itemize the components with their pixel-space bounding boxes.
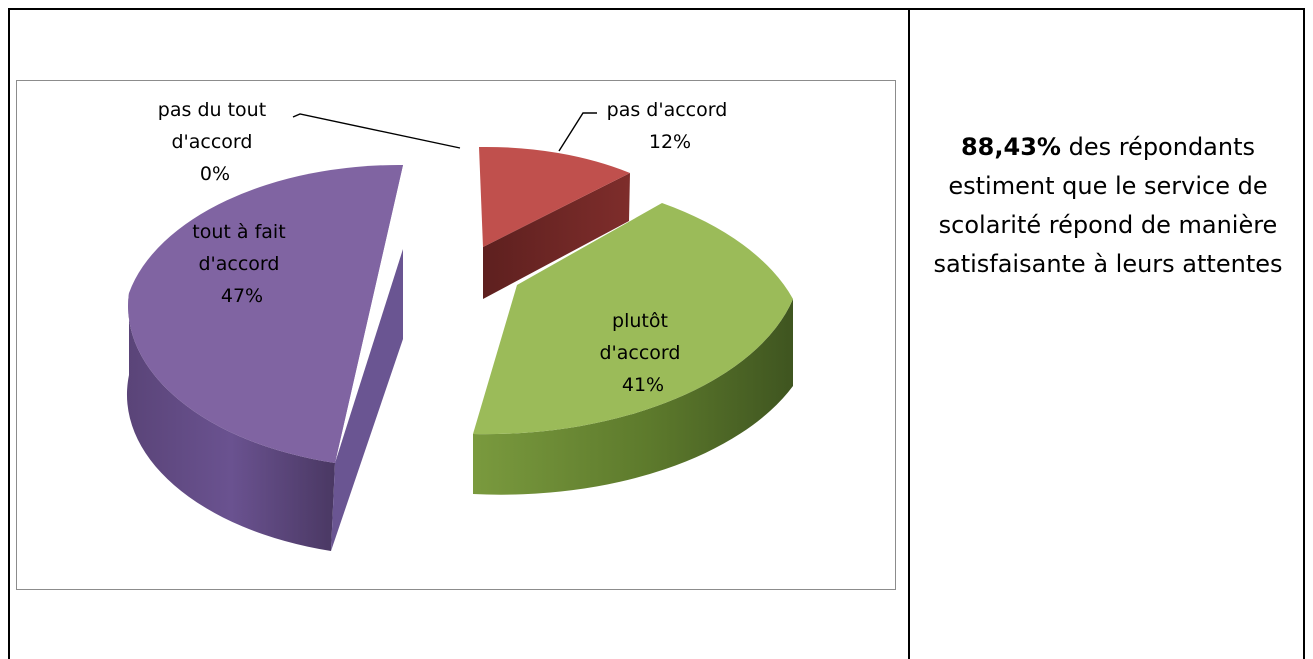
leader-line-pas-daccord — [558, 112, 597, 152]
slice-pas-daccord-top — [479, 146, 630, 247]
label-plutot-daccord-line-2: d'accord — [599, 342, 680, 364]
label-tout-a-fait-daccord-line-1: tout à fait — [192, 221, 285, 243]
label-plutot-daccord: plutôt d'accord 41% — [599, 310, 686, 396]
slice-pas-daccord-side — [483, 173, 630, 299]
column-divider — [908, 8, 910, 659]
summary-body: des répondants estiment que le service d… — [933, 133, 1283, 278]
leader-line-pas-du-tout-daccord — [292, 113, 461, 149]
label-pas-du-tout-daccord-line-3: 0% — [200, 163, 230, 185]
label-pas-du-tout-daccord-line-1: pas du tout — [158, 99, 266, 121]
summary-highlight: 88,43% — [960, 133, 1061, 161]
slice-tout-a-fait-daccord-cut-face — [331, 249, 403, 551]
slice-plutot-daccord — [473, 203, 793, 495]
label-pas-daccord: pas d'accord 12% — [607, 99, 734, 153]
label-pas-du-tout-daccord: pas du tout d'accord 0% — [158, 99, 272, 185]
pie-chart-svg: pas du tout d'accord 0% pas d'accord 12%… — [126, 99, 793, 551]
table-frame — [8, 8, 1305, 659]
label-tout-a-fait-daccord: tout à fait d'accord 47% — [192, 221, 291, 307]
slice-pas-daccord — [479, 146, 630, 299]
label-pas-daccord-line-1: pas d'accord — [607, 99, 728, 121]
label-plutot-daccord-line-3: 41% — [622, 374, 664, 396]
label-tout-a-fait-daccord-line-3: 47% — [221, 285, 263, 307]
summary-text: 88,43% des répondants estiment que le se… — [912, 128, 1304, 284]
slice-tout-a-fait-daccord — [126, 164, 403, 551]
slice-plutot-daccord-top — [473, 203, 793, 435]
slice-tout-a-fait-daccord-side — [126, 293, 335, 551]
slice-tout-a-fait-daccord-top-main — [128, 164, 403, 463]
label-tout-a-fait-daccord-line-2: d'accord — [198, 253, 279, 275]
label-plutot-daccord-line-1: plutôt — [612, 310, 668, 332]
slice-plutot-daccord-side — [473, 299, 793, 495]
pie-chart: pas du tout d'accord 0% pas d'accord 12%… — [16, 80, 896, 590]
label-pas-daccord-line-2: 12% — [649, 131, 691, 153]
label-pas-du-tout-daccord-line-2: d'accord — [171, 131, 252, 153]
